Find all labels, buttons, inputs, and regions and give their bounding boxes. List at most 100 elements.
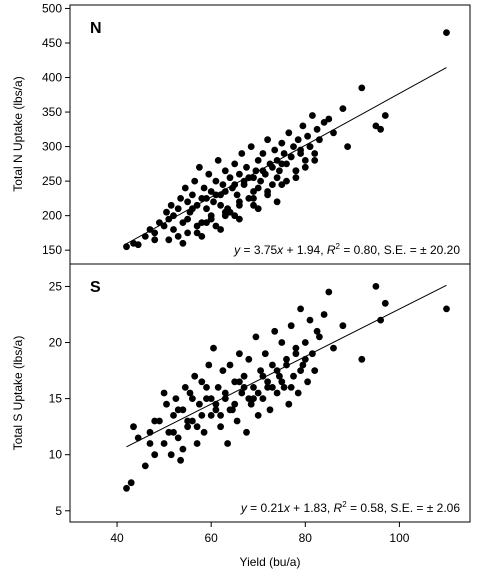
top-panel-data-point	[250, 195, 257, 202]
top-panel-data-point	[174, 205, 182, 213]
bottom-panel-data-point	[203, 395, 210, 402]
top-panel-y-tick-label: 150	[42, 243, 62, 257]
top-panel-data-point	[301, 157, 309, 164]
top-panel-y-tick-label: 500	[42, 1, 62, 15]
top-panel-data-point	[264, 136, 271, 144]
top-panel-data-point	[257, 177, 264, 185]
bottom-panel-data-point	[320, 311, 328, 318]
bottom-panel-data-point	[243, 428, 250, 436]
bottom-panel-data-point	[240, 372, 248, 380]
bottom-panel-data-point	[207, 395, 215, 402]
bottom-panel-data-point	[287, 322, 295, 330]
top-panel-data-point	[233, 191, 241, 199]
top-panel-data-point	[205, 170, 213, 178]
top-panel-data-point	[309, 112, 316, 119]
bottom-panel-data-point	[207, 412, 215, 419]
top-panel-data-point	[271, 146, 279, 154]
top-panel-data-point	[344, 143, 351, 151]
top-panel-data-point	[141, 233, 149, 240]
top-panel-data-point	[210, 198, 217, 206]
top-panel-data-point	[297, 150, 304, 157]
bottom-panel-data-point	[212, 406, 220, 414]
top-panel-y-tick-label: 350	[42, 105, 62, 119]
top-panel-data-point	[330, 129, 337, 137]
bottom-panel-data-point	[167, 451, 175, 459]
top-panel-data-point	[184, 229, 192, 237]
top-panel-data-point	[254, 157, 262, 164]
top-panel-data-point	[219, 181, 227, 189]
top-panel-data-point	[193, 222, 201, 230]
top-panel-data-point	[198, 233, 206, 240]
top-panel-data-point	[372, 122, 380, 130]
top-panel: N Total N Uptake (lbs/a) 150 200 250 300 350…	[11, 1, 471, 265]
top-panel-data-point	[179, 239, 187, 247]
bottom-panel-data-point	[259, 372, 267, 380]
bottom-panel-data-point	[156, 417, 163, 425]
bottom-panel-data-point	[193, 423, 201, 431]
bottom-panel-data-point	[245, 395, 253, 402]
top-panel-data-point	[301, 163, 309, 171]
top-panel-data-point	[292, 167, 300, 175]
x-tick-label: 100	[389, 531, 409, 545]
bottom-panel-data-point	[259, 395, 267, 402]
top-panel-data-point	[134, 241, 142, 249]
top-panel-y-tick-label: 200	[42, 209, 62, 223]
x-tick-label: 60	[204, 531, 218, 545]
top-panel-data-point	[287, 153, 295, 161]
bottom-panel-data-point	[330, 344, 337, 352]
top-panel-data-point	[174, 233, 182, 240]
top-panel-data-point	[167, 201, 175, 209]
top-panel-data-point	[243, 163, 250, 171]
top-panel-y-tick-label: 300	[42, 140, 62, 154]
top-panel-trendline	[126, 67, 447, 245]
top-panel-data-point	[226, 208, 234, 216]
bottom-panel-y-axis-label: Total S Uptake (lbs/a)	[11, 336, 25, 451]
bottom-panel-data-point	[304, 378, 311, 386]
bottom-panel-label: S	[90, 279, 101, 296]
bottom-panel-data-point	[381, 299, 389, 307]
bottom-panel-y-ticks: 5 10 15 20 25	[49, 279, 70, 518]
top-panel-data-point	[200, 184, 208, 192]
bottom-panel-data-point	[189, 395, 196, 402]
top-panel-data-point	[193, 229, 201, 237]
top-panel-data-point	[196, 163, 203, 171]
top-panel-equation: y = 3.75x + 1.94, R2 = 0.80, S.E. = ± 20…	[233, 242, 460, 257]
bottom-panel-data-point	[127, 479, 135, 487]
top-panel-data-point	[276, 167, 283, 175]
bottom-panel-data-point	[254, 412, 262, 419]
top-panel-data-point	[283, 160, 290, 168]
top-panel-data-point	[254, 184, 262, 192]
top-panel-data-point	[273, 198, 281, 206]
top-panel-data-point	[264, 188, 271, 195]
x-axis-label: Yield (bu/a)	[240, 555, 301, 569]
bottom-panel-y-tick-label: 25	[49, 279, 63, 293]
bottom-panel-data-point	[257, 367, 264, 374]
bottom-panel-trendline	[126, 284, 447, 448]
top-panel-data-point	[304, 132, 311, 140]
top-panel-data-point	[278, 181, 286, 189]
top-panel-data-point	[278, 139, 286, 147]
top-panel-data-point	[311, 157, 319, 164]
bottom-panel-data-point	[247, 400, 255, 408]
bottom-panel-equation: y = 0.21x + 1.83, R2 = 0.58, S.E. = ± 2.…	[240, 500, 461, 515]
bottom-panel-data-point	[214, 384, 222, 391]
top-panel-data-point	[250, 174, 257, 182]
top-panel-data-point	[163, 208, 170, 216]
bottom-panel-data-point	[221, 389, 229, 397]
top-panel-data-point	[177, 195, 185, 202]
bottom-panel-data-point	[151, 451, 159, 459]
top-panel-y-tick-label: 400	[42, 71, 62, 85]
bottom-panel-data-point	[443, 305, 450, 313]
bottom-panel-data-point	[252, 333, 260, 341]
top-panel-points	[123, 29, 450, 251]
top-panel-data-point	[313, 125, 321, 133]
bottom-panel-data-point	[123, 484, 130, 492]
top-panel-data-point	[198, 219, 206, 227]
top-panel-data-point	[214, 157, 222, 164]
top-panel-data-point	[269, 163, 276, 171]
top-panel-data-point	[320, 119, 328, 126]
top-panel-data-point	[443, 29, 450, 36]
bottom-panel-data-point	[372, 283, 380, 290]
bottom-panel-data-point	[198, 412, 206, 419]
bottom-panel-data-point	[306, 316, 314, 324]
